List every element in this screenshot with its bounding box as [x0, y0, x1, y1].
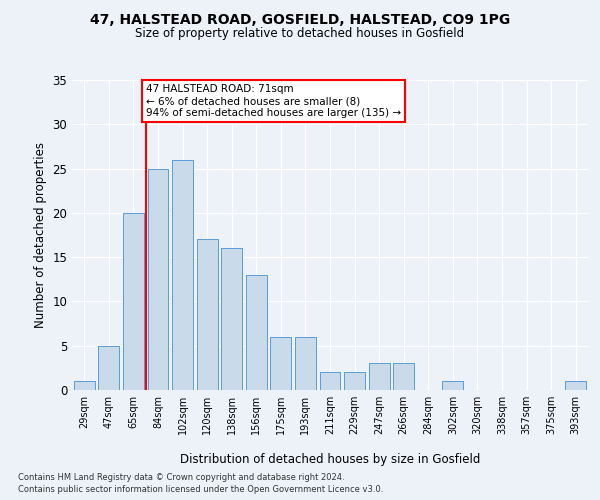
Bar — [271, 337, 292, 390]
Text: Contains HM Land Registry data © Crown copyright and database right 2024.: Contains HM Land Registry data © Crown c… — [18, 472, 344, 482]
Bar — [368, 364, 389, 390]
Bar — [123, 213, 144, 390]
Bar — [148, 168, 169, 390]
Y-axis label: Number of detached properties: Number of detached properties — [34, 142, 47, 328]
Text: 47 HALSTEAD ROAD: 71sqm
← 6% of detached houses are smaller (8)
94% of semi-deta: 47 HALSTEAD ROAD: 71sqm ← 6% of detached… — [146, 84, 401, 117]
Bar — [74, 381, 95, 390]
Bar — [246, 275, 267, 390]
Bar — [442, 381, 463, 390]
Text: Contains public sector information licensed under the Open Government Licence v3: Contains public sector information licen… — [18, 485, 383, 494]
Bar — [98, 346, 119, 390]
Bar — [565, 381, 586, 390]
Text: Size of property relative to detached houses in Gosfield: Size of property relative to detached ho… — [136, 28, 464, 40]
Bar — [320, 372, 340, 390]
Text: 47, HALSTEAD ROAD, GOSFIELD, HALSTEAD, CO9 1PG: 47, HALSTEAD ROAD, GOSFIELD, HALSTEAD, C… — [90, 12, 510, 26]
Bar — [295, 337, 316, 390]
Bar — [172, 160, 193, 390]
Bar — [344, 372, 365, 390]
Bar — [393, 364, 414, 390]
Bar — [221, 248, 242, 390]
Text: Distribution of detached houses by size in Gosfield: Distribution of detached houses by size … — [180, 452, 480, 466]
Bar — [197, 240, 218, 390]
